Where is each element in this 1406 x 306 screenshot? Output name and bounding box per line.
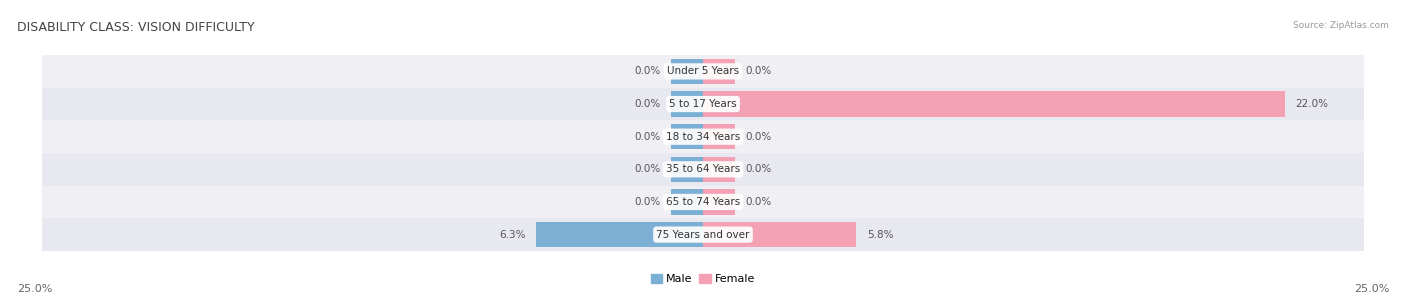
Bar (42, 153, 1364, 186)
Bar (703, 157, 735, 182)
Bar (537, 222, 703, 247)
Bar (671, 157, 703, 182)
Bar (703, 222, 856, 247)
Bar (42, 88, 1364, 120)
Legend: Male, Female: Male, Female (647, 269, 759, 289)
Bar (703, 189, 735, 215)
Text: 6.3%: 6.3% (499, 230, 526, 240)
Bar (42, 55, 1364, 88)
Bar (671, 124, 703, 149)
Bar (42, 186, 1364, 218)
Text: 5.8%: 5.8% (868, 230, 893, 240)
Text: 75 Years and over: 75 Years and over (657, 230, 749, 240)
Text: 65 to 74 Years: 65 to 74 Years (666, 197, 740, 207)
Text: 0.0%: 0.0% (634, 197, 661, 207)
Text: 25.0%: 25.0% (17, 284, 52, 294)
Bar (42, 218, 1364, 251)
Text: 0.0%: 0.0% (745, 132, 772, 142)
Text: 22.0%: 22.0% (1295, 99, 1329, 109)
Text: DISABILITY CLASS: VISION DIFFICULTY: DISABILITY CLASS: VISION DIFFICULTY (17, 21, 254, 34)
Text: 18 to 34 Years: 18 to 34 Years (666, 132, 740, 142)
Bar (703, 124, 735, 149)
Text: 0.0%: 0.0% (745, 164, 772, 174)
Text: 0.0%: 0.0% (745, 66, 772, 76)
Bar (703, 91, 1285, 117)
Bar (703, 59, 735, 84)
Bar (42, 120, 1364, 153)
Bar (671, 91, 703, 117)
Text: 0.0%: 0.0% (634, 66, 661, 76)
Bar (671, 59, 703, 84)
Text: 5 to 17 Years: 5 to 17 Years (669, 99, 737, 109)
Bar (671, 189, 703, 215)
Text: 0.0%: 0.0% (634, 164, 661, 174)
Text: 0.0%: 0.0% (634, 132, 661, 142)
Text: 35 to 64 Years: 35 to 64 Years (666, 164, 740, 174)
Text: Under 5 Years: Under 5 Years (666, 66, 740, 76)
Text: Source: ZipAtlas.com: Source: ZipAtlas.com (1294, 21, 1389, 30)
Text: 25.0%: 25.0% (1354, 284, 1389, 294)
Text: 0.0%: 0.0% (745, 197, 772, 207)
Text: 0.0%: 0.0% (634, 99, 661, 109)
